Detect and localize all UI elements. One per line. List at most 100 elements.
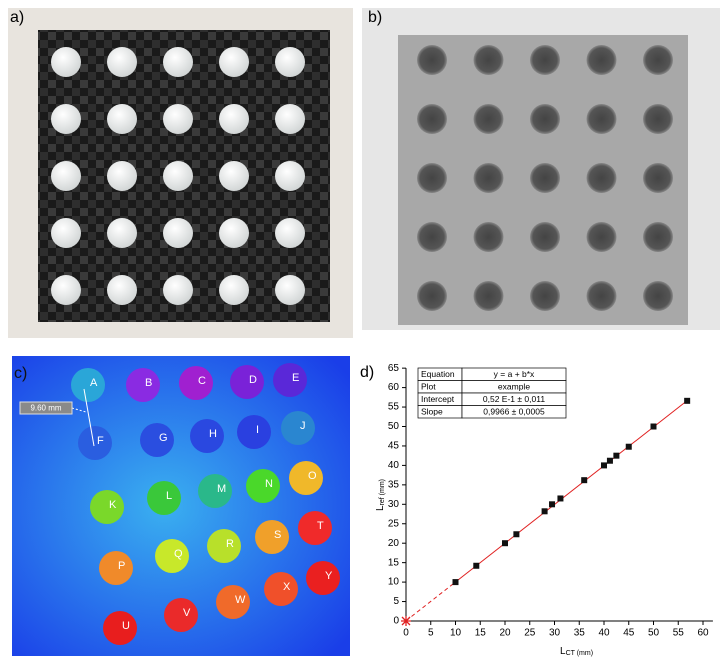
sphere <box>163 275 193 305</box>
ct-sphere <box>530 104 560 134</box>
x-label-sub: CT (mm) <box>566 650 593 657</box>
fit-line <box>455 400 688 583</box>
table-key: Equation <box>421 369 455 379</box>
sphere-label: O <box>308 470 317 482</box>
panel-label: a) <box>10 9 24 26</box>
sphere-label: Q <box>174 548 183 560</box>
fit-line-extrapolated <box>405 581 456 622</box>
sphere-label: D <box>249 374 257 386</box>
sphere-label: Y <box>325 570 333 582</box>
sphere-label: P <box>118 560 125 572</box>
x-tick-label: 0 <box>403 628 409 639</box>
sphere-marker <box>255 520 289 554</box>
ct-sphere <box>530 222 560 252</box>
sphere-marker <box>126 368 160 402</box>
sphere-marker <box>281 411 315 445</box>
ct-sphere <box>643 163 673 193</box>
measure-line <box>83 388 95 447</box>
ct-sphere <box>586 45 617 75</box>
sphere-label: V <box>183 607 191 619</box>
table-cell <box>461 405 567 419</box>
ct-sphere <box>417 104 447 134</box>
ct-sphere <box>473 222 504 252</box>
ct-sphere <box>586 222 617 252</box>
sphere-label: H <box>209 428 217 440</box>
measure-text: 9.60 mm <box>30 404 61 413</box>
table-key: Plot <box>421 381 436 391</box>
sphere-marker <box>190 419 224 453</box>
measure-lead <box>71 407 87 413</box>
point <box>650 423 657 430</box>
sphere-label: F <box>97 435 104 447</box>
y-tick-label: 0 <box>393 616 399 627</box>
sphere <box>275 161 305 191</box>
y-tick-label: 40 <box>388 460 400 471</box>
sphere <box>107 47 137 77</box>
sphere <box>107 161 137 191</box>
y-label-sub: ref (mm) <box>379 479 386 505</box>
point <box>452 579 459 586</box>
ct-sphere <box>417 281 447 311</box>
y-tick-label: 50 <box>388 421 400 432</box>
sphere-marker <box>230 365 264 399</box>
x-tick-label: 55 <box>673 628 685 639</box>
sphere-marker <box>140 423 174 457</box>
sphere <box>219 47 249 77</box>
y-tick-label: 60 <box>388 382 400 393</box>
sphere-label: B <box>145 377 152 389</box>
sphere-marker <box>179 366 213 400</box>
sphere-marker <box>90 490 124 524</box>
y-tick-label: 45 <box>388 441 400 452</box>
y-tick-label: 20 <box>388 538 400 549</box>
y-tick-label: 65 <box>388 363 400 374</box>
sphere-marker <box>164 598 198 632</box>
sphere-label: I <box>256 424 259 436</box>
panel-label: d) <box>360 364 374 381</box>
ct-sphere <box>643 281 673 311</box>
x-tick-label: 5 <box>428 628 434 639</box>
sphere-label: E <box>292 372 299 384</box>
sphere-marker <box>246 469 280 503</box>
ct-sphere <box>473 163 504 193</box>
y-tick-label: 15 <box>388 557 400 568</box>
sphere <box>163 104 193 134</box>
sphere-marker <box>99 551 133 585</box>
sphere <box>275 104 305 134</box>
sphere-marker <box>147 481 181 515</box>
point <box>601 462 607 469</box>
x-tick-label: 15 <box>475 628 487 639</box>
x-tick-label: 10 <box>450 628 462 639</box>
x-tick-label: 60 <box>697 628 709 639</box>
ct-sphere <box>417 222 447 252</box>
y-tick-label: 25 <box>388 518 400 529</box>
ct-sphere <box>586 163 617 193</box>
ct-sphere <box>586 104 617 134</box>
table-value: example <box>498 381 530 391</box>
ct-sphere <box>417 45 447 75</box>
y-tick-label: 5 <box>393 596 399 607</box>
ct-sphere <box>530 45 560 75</box>
point <box>581 477 588 484</box>
ct-sphere <box>473 45 504 75</box>
x-tick-label: 20 <box>499 628 511 639</box>
sphere-marker <box>78 426 112 460</box>
ct-sphere <box>530 281 560 311</box>
ct-sphere <box>643 222 673 252</box>
sphere-label: C <box>198 375 206 387</box>
sphere-label: X <box>283 581 291 593</box>
sphere-label: R <box>226 538 234 550</box>
sphere-marker <box>306 561 340 595</box>
panel-label: c) <box>14 365 27 382</box>
sphere <box>51 161 81 191</box>
point-star <box>401 616 411 626</box>
point <box>541 508 548 515</box>
x-label-main: L <box>560 646 566 657</box>
x-tick-label: 50 <box>648 628 660 639</box>
sphere-label: M <box>217 483 226 495</box>
x-tick-label: 35 <box>574 628 586 639</box>
table-value: 0,52 E-1 ± 0,011 <box>483 394 545 404</box>
sphere <box>107 275 137 305</box>
sphere-marker <box>103 611 137 645</box>
ct-sphere <box>530 163 560 193</box>
